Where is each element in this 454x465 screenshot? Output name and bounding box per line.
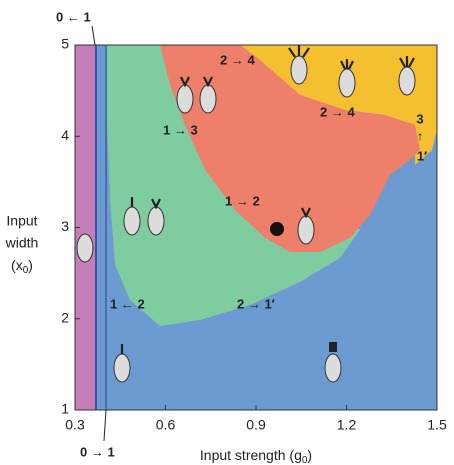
annotation: 3 <box>416 111 423 126</box>
x-tick-label: 1.5 <box>427 417 447 433</box>
cell-icon <box>147 206 165 236</box>
synapse-icon <box>180 76 190 88</box>
cell-icon <box>199 84 217 114</box>
x-label-part: ) <box>307 447 312 463</box>
leader-line <box>103 409 107 442</box>
x-tick-label: 0.6 <box>156 417 176 433</box>
y-tick-label: 3 <box>61 218 69 234</box>
synapse-icon <box>399 56 415 68</box>
region-purple <box>75 45 96 410</box>
synapse-icon <box>329 342 337 352</box>
annotation: ↑ <box>417 128 424 143</box>
annotation: 2 → 4 <box>220 52 255 67</box>
region-red <box>160 45 420 252</box>
dot-icon <box>270 222 284 236</box>
x-axis-label: Input strength (g0) <box>200 447 312 465</box>
y-tick-label: 1 <box>61 401 69 417</box>
y-tick-label: 4 <box>61 127 69 143</box>
synapse-icon <box>151 198 161 210</box>
x-tick-label: 0.9 <box>246 417 266 433</box>
y-label-part: ) <box>28 257 33 273</box>
cell-icon <box>290 55 308 85</box>
annotation: 1 → 3 <box>163 122 198 137</box>
y-axis-label: width <box>5 235 39 251</box>
cells <box>76 45 416 383</box>
y-axis-label: Input <box>6 213 37 229</box>
synapse-icon <box>288 45 310 58</box>
synapse-icon <box>340 59 354 70</box>
y-tick-label: 5 <box>61 36 69 52</box>
y-tick-label: 2 <box>61 309 69 325</box>
y-axis-label: (x0) <box>11 257 33 276</box>
synapse-icon <box>301 207 311 219</box>
synapse-icon <box>203 76 213 88</box>
region-orange <box>235 45 437 165</box>
y-label-part: (x <box>11 257 23 273</box>
cell-icon <box>324 353 342 383</box>
cell-icon <box>176 84 194 114</box>
cell-icon <box>297 215 315 245</box>
x-tick-label: 0.3 <box>65 417 85 433</box>
annotation: 1′ <box>417 148 427 163</box>
cell-icon <box>113 353 131 383</box>
annotation: 2 → 4 <box>320 104 355 119</box>
annotation: 0 → 1 <box>80 444 115 459</box>
annotation: 1 → 2 <box>225 193 260 208</box>
annotation: 0 ← 1 <box>56 9 91 24</box>
annotations: 0 ← 1 0 → 1 1 → 3 1 → 2 2 → 4 2 → 4 3 ↑ … <box>56 9 427 459</box>
cell-icon <box>338 68 356 98</box>
cell-icon <box>76 233 94 263</box>
x-label-sub: 0 <box>302 455 308 465</box>
cell-icon <box>398 66 416 96</box>
annotation: 2 → 1′ <box>237 296 275 311</box>
y-label-sub: 0 <box>23 265 29 276</box>
annotation: 1 ← 2 <box>110 296 145 311</box>
x-tick-label: 1.2 <box>337 417 357 433</box>
leader-line <box>91 25 96 46</box>
x-label-part: Input strength (g <box>200 447 302 463</box>
cell-icon <box>123 206 141 236</box>
